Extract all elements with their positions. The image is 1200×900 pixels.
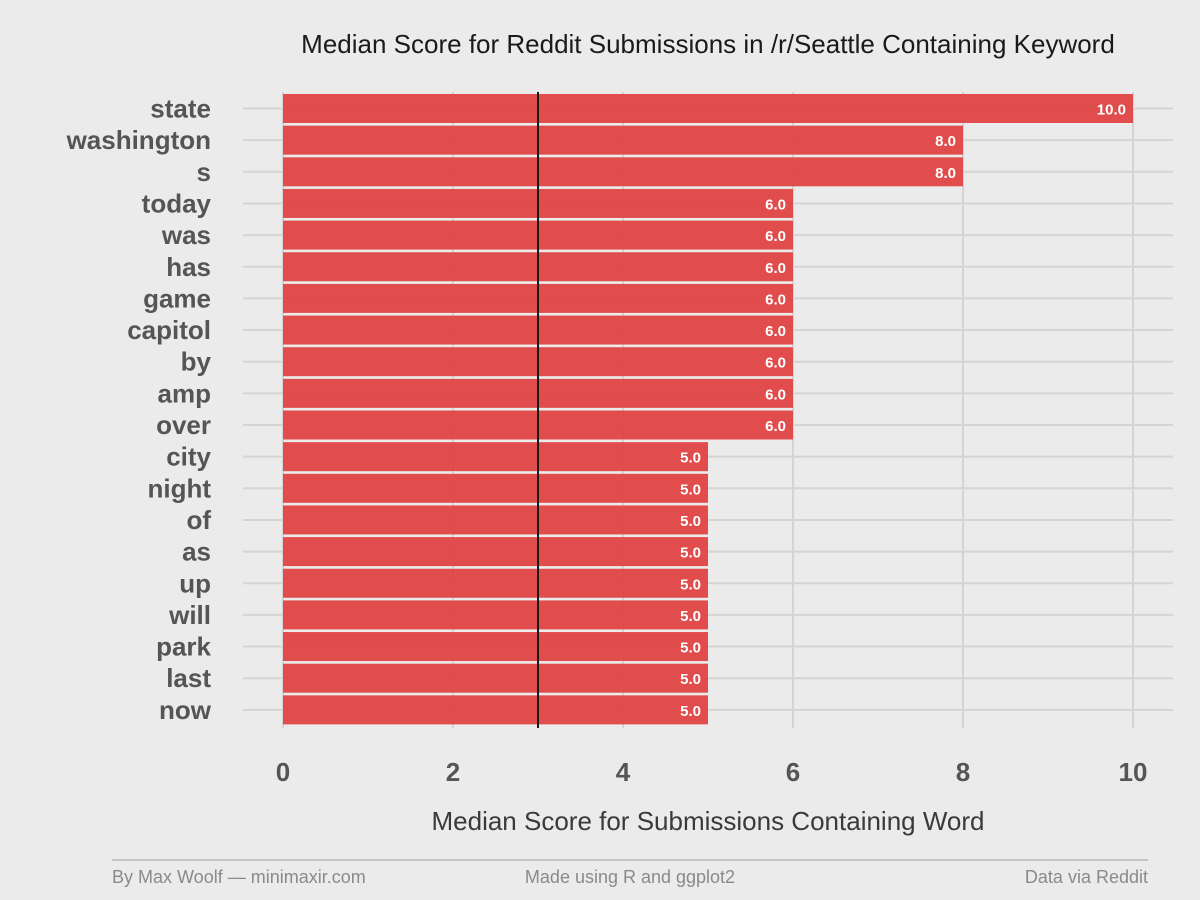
bar-as [283,537,708,567]
bar-washington [283,125,963,155]
bar-value-label: 5.0 [680,640,701,657]
category-label: of [186,505,211,535]
bar-value-label: 6.0 [765,386,786,403]
category-label: s [197,157,211,187]
bar-up [283,568,708,598]
x-axis-title: Median Score for Submissions Containing … [431,806,984,836]
category-label: now [159,695,212,725]
x-tick-label: 10 [1119,757,1148,787]
bar-value-label: 5.0 [680,481,701,498]
bar-value-label: 5.0 [680,450,701,467]
bar-value-label: 5.0 [680,513,701,530]
bar-last [283,663,708,693]
category-label: state [150,94,211,124]
x-tick-label: 0 [276,757,290,787]
category-label: by [181,347,212,377]
bar-value-label: 6.0 [765,323,786,340]
category-label: game [143,283,211,313]
footer-source: Data via Reddit [1025,867,1148,887]
bar-value-label: 5.0 [680,545,701,562]
x-tick-label: 4 [616,757,631,787]
category-label: up [179,568,211,598]
bar-value-label: 5.0 [680,608,701,625]
bar-value-label: 8.0 [935,133,956,150]
category-label: over [156,410,211,440]
category-label: washington [66,125,211,155]
bar-park [283,632,708,662]
bar-will [283,600,708,630]
bar-value-label: 5.0 [680,576,701,593]
category-label: last [166,663,211,693]
category-label: has [166,252,211,282]
bar-value-label: 6.0 [765,418,786,435]
bar-of [283,505,708,535]
bar-city [283,442,708,472]
category-label: capitol [127,315,211,345]
category-label: amp [158,378,211,408]
bar-value-label: 6.0 [765,260,786,277]
category-label: was [161,220,211,250]
category-labels: statewashingtonstodaywashasgamecapitolby… [66,94,212,725]
category-label: park [156,632,211,662]
category-label: will [168,600,211,630]
bar-state [283,94,1133,123]
bar-value-label: 10.0 [1097,102,1126,119]
category-label: as [182,537,211,567]
bar-value-label: 8.0 [935,165,956,182]
bar-value-label: 6.0 [765,196,786,213]
footer-tools: Made using R and ggplot2 [525,867,735,887]
bar-now [283,695,708,725]
x-tick-label: 2 [446,757,460,787]
bar-s [283,157,963,187]
x-tick-labels: 0 2 4 6 8 10 [276,757,1148,787]
bar-night [283,473,708,503]
bar-value-label: 6.0 [765,291,786,308]
x-tick-label: 6 [786,757,800,787]
category-label: today [142,188,212,218]
bar-value-label: 6.0 [765,355,786,372]
footer-credit: By Max Woolf — minimaxir.com [112,867,366,887]
category-label: city [166,442,211,472]
bars: 10.0 8.0 8.0 6.0 6.0 6.0 6.0 6.0 6.0 6.0 6.0 5.0 5.0… [283,94,1133,725]
chart-title: Median Score for Reddit Submissions in /… [301,29,1115,59]
bar-value-label: 5.0 [680,671,701,688]
bar-value-label: 6.0 [765,228,786,245]
bar-value-label: 5.0 [680,703,701,720]
category-label: night [147,473,211,503]
x-tick-label: 8 [956,757,970,787]
